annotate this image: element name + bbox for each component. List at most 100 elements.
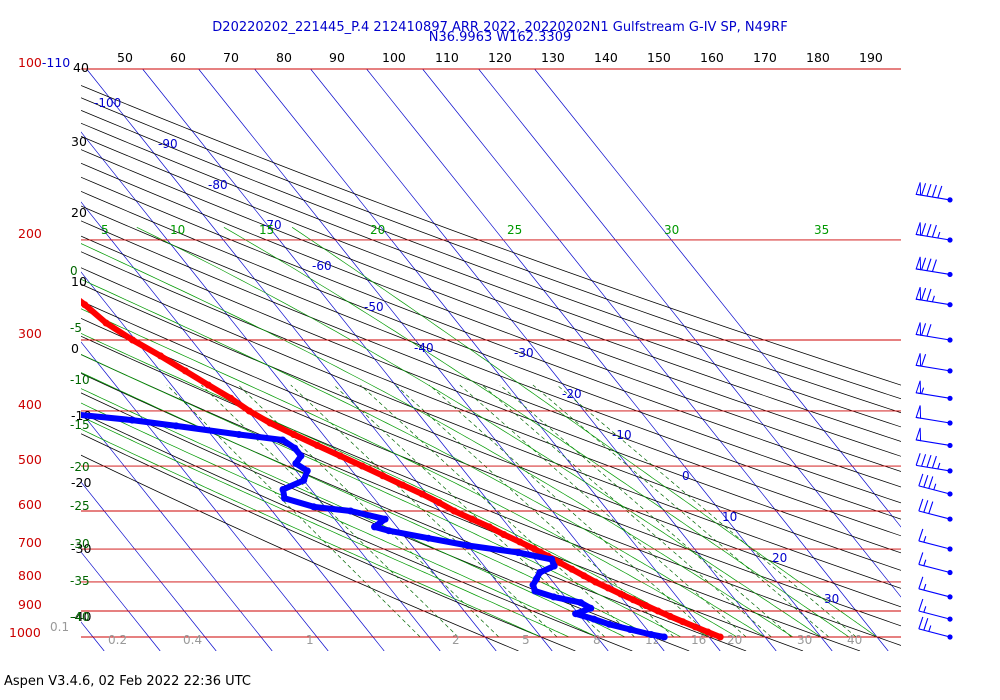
pressure-label: 300 xyxy=(18,326,42,341)
wind-barb-flag xyxy=(915,453,921,466)
dry-adiabat xyxy=(81,85,901,386)
dewpoint-point xyxy=(385,527,393,535)
dewpoint-point xyxy=(536,569,544,576)
wind-barb-flag xyxy=(921,183,927,196)
temperature-point xyxy=(157,352,164,360)
dewpoint-point xyxy=(529,581,537,589)
left-temp-label: 0 xyxy=(71,341,79,356)
moist-adiabat-label: 30 xyxy=(664,223,679,237)
wind-barb-base xyxy=(947,546,953,552)
isotherm-label: -30 xyxy=(514,346,534,360)
wind-barb-flag xyxy=(931,184,937,198)
top-temp-label: 150 xyxy=(647,50,671,65)
dewpoint-point xyxy=(303,467,311,475)
moist-adiabat xyxy=(81,416,570,638)
top-temp-label: 50 xyxy=(117,50,133,65)
top-temp-label: 180 xyxy=(806,50,830,65)
wind-barb-flag xyxy=(928,476,934,489)
mixing-ratio-label: 0.1 xyxy=(50,620,69,634)
temperature-point xyxy=(485,523,493,531)
dewpoint-point xyxy=(531,587,539,595)
wind-barb-flag xyxy=(918,598,924,612)
dewpoint-point xyxy=(279,486,287,493)
dry-adiabat xyxy=(81,162,901,472)
temperature-point xyxy=(266,419,274,427)
isotherm-label: -80 xyxy=(208,178,228,192)
dewpoint-point xyxy=(291,444,299,452)
wind-barb-half-flag xyxy=(937,231,941,239)
wind-barb-flag xyxy=(918,473,924,487)
dry-adiabat xyxy=(81,122,901,428)
temperature-point xyxy=(399,481,407,489)
wind-barb-flag xyxy=(926,288,932,302)
moist-adiabat xyxy=(81,243,794,638)
temperature-point xyxy=(691,623,699,631)
left-temp-label: 30 xyxy=(71,134,87,149)
dewpoint-point xyxy=(550,562,558,570)
mixing-ratio-label: 0.2 xyxy=(108,633,127,647)
dry-adiabat xyxy=(81,235,901,554)
moist-adiabat-label: 25 xyxy=(507,223,522,237)
temperature-point xyxy=(580,572,588,580)
dewpoint-point xyxy=(533,575,540,583)
dry-adiabat xyxy=(81,109,901,414)
wind-barb-pennant xyxy=(915,256,922,271)
moist-adiabat xyxy=(81,388,626,638)
wind-barb-half-flag xyxy=(931,295,935,302)
isotherm-label: 20 xyxy=(772,551,787,565)
wind-barb-flag xyxy=(931,455,937,469)
dry-adiabat xyxy=(81,135,901,442)
wind-barb-flag xyxy=(931,259,937,272)
dry-adiabat xyxy=(81,433,576,651)
temperature-point xyxy=(81,301,89,309)
wind-barb-flag xyxy=(931,224,937,238)
dewpoint-point xyxy=(347,507,355,515)
wind-barb-flag xyxy=(918,552,924,565)
wind-barb-half-flag xyxy=(923,606,927,613)
wind-barb-half-flag xyxy=(921,387,925,394)
dewpoint-point xyxy=(292,460,300,467)
wind-barb-shaft xyxy=(916,416,951,424)
wind-barb-shaft xyxy=(918,510,951,520)
wind-barb-flag xyxy=(923,474,929,488)
pressure-label: 1000 xyxy=(9,625,41,640)
wind-barb-flag xyxy=(926,258,932,271)
dewpoint-point xyxy=(279,436,287,444)
temperature-point xyxy=(313,441,321,449)
wind-barb-flag xyxy=(921,454,927,467)
dry-adiabat xyxy=(81,176,901,488)
wind-barb-pennant xyxy=(915,353,922,367)
temperature-point xyxy=(435,499,443,507)
dewpoint-point xyxy=(6,375,13,382)
wind-barb-flag xyxy=(918,498,924,512)
wind-barb-shaft xyxy=(916,392,951,399)
dewpoint-point xyxy=(605,620,613,628)
isotherm-line xyxy=(254,69,721,651)
isotherm-label: -100 xyxy=(94,96,121,110)
left-green-label: 0 xyxy=(70,264,78,278)
temperature-point xyxy=(654,607,662,615)
wind-barb-flag xyxy=(926,324,932,337)
moist-adiabat xyxy=(291,227,878,638)
isotherm-line xyxy=(81,621,105,651)
temperature-point xyxy=(556,559,564,567)
wind-barb-flag xyxy=(921,354,927,367)
footer-text: Aspen V3.4.6, 02 Feb 2022 22:36 UTC xyxy=(4,674,251,689)
dewpoint-point xyxy=(235,431,243,438)
dry-adiabat xyxy=(81,412,633,651)
mixing-ratio-label: 30 xyxy=(797,633,812,647)
isotherm-line xyxy=(81,481,217,651)
mixing-ratio-label: 5 xyxy=(522,633,530,647)
dewpoint-point xyxy=(572,610,580,618)
dry-adiabat xyxy=(81,318,901,646)
pressure-label: 900 xyxy=(18,597,42,612)
wind-barb-half-flag xyxy=(923,583,927,591)
moist-adiabat-label: 35 xyxy=(814,223,829,237)
wind-barb-flag xyxy=(926,183,932,197)
temperature-point xyxy=(6,237,13,244)
wind-barb-pennant xyxy=(915,380,922,395)
top-temp-label: 110 xyxy=(435,50,459,65)
wind-barb-pennant xyxy=(915,405,922,419)
mixing-ratio-label: 0.4 xyxy=(183,633,202,647)
dewpoint-point xyxy=(300,476,308,484)
